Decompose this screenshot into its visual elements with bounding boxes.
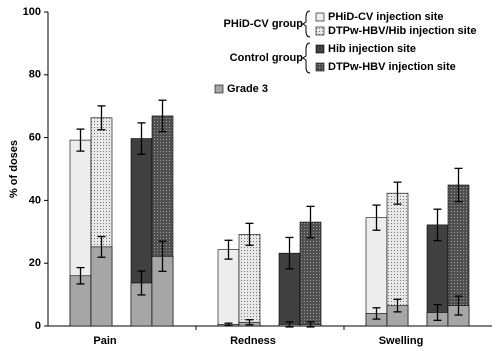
- y-tick-label: 60: [29, 132, 41, 144]
- y-tick-label: 0: [35, 320, 41, 332]
- y-axis-label: % of doses: [8, 140, 20, 198]
- legend-group-label: PHiD-CV group: [224, 18, 304, 30]
- y-tick-label: 80: [29, 69, 41, 81]
- grade3-bar: [90, 246, 113, 327]
- legend-brace: [302, 10, 311, 38]
- y-tick-label: 100: [23, 6, 41, 18]
- y-tick-label: 20: [29, 257, 41, 269]
- legend-swatch: [214, 84, 224, 94]
- bar: [217, 249, 240, 327]
- legend-swatch: [315, 12, 325, 22]
- legend-label: DTPw-HBV injection site: [328, 61, 456, 73]
- legend-swatch: [315, 44, 325, 54]
- x-tick-label: Swelling: [379, 335, 424, 347]
- legend-group-label: Control group: [230, 52, 304, 64]
- legend-label: PHiD-CV injection site: [328, 11, 444, 23]
- legend-label: Grade 3: [227, 83, 268, 95]
- legend-label: DTPw-HBV/Hib injection site: [328, 25, 477, 37]
- x-tick-label: Redness: [230, 335, 276, 347]
- legend-swatch: [315, 62, 325, 72]
- legend-brace: [302, 42, 311, 74]
- legend-swatch: [315, 26, 325, 36]
- x-tick-label: Pain: [93, 335, 117, 347]
- y-tick-label: 40: [29, 194, 41, 206]
- bar: [238, 234, 261, 327]
- legend-label: Hib injection site: [328, 43, 416, 55]
